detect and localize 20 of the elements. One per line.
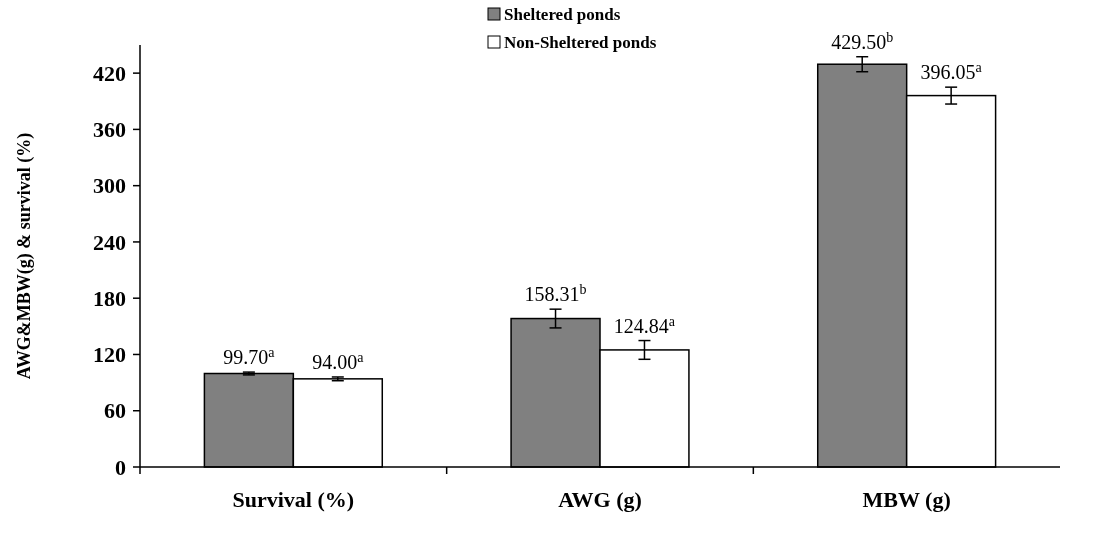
y-tick-label: 120 [93, 342, 126, 368]
x-tick-label: MBW (g) [862, 487, 951, 512]
data-label: 429.50$^{b}$ [831, 29, 894, 53]
data-label: 158.31$^{b}$ [524, 281, 587, 306]
y-tick-label: 420 [93, 60, 126, 86]
x-tick-label: Survival (%) [232, 487, 355, 512]
y-tick-label: 240 [93, 229, 126, 255]
legend-label: Sheltered ponds [504, 4, 621, 24]
data-label: 396.05$^{a}$ [920, 59, 983, 84]
y-axis-title: AWG&MBW(g) & survival (%) [14, 132, 35, 380]
y-tick-label: 360 [93, 117, 126, 143]
y-tick-label: 60 [104, 398, 126, 424]
legend-label: Non-Sheltered ponds [504, 32, 657, 52]
y-tick-label: 180 [93, 285, 126, 311]
data-label: 94.00$^{a}$ [312, 349, 365, 373]
data-label: 124.84$^{a}$ [613, 313, 676, 337]
data-label: 99.70$^{a}$ [223, 344, 276, 369]
y-tick-label: 300 [93, 173, 126, 199]
x-tick-label: AWG (g) [558, 487, 642, 512]
y-tick-label: 0 [115, 454, 126, 480]
